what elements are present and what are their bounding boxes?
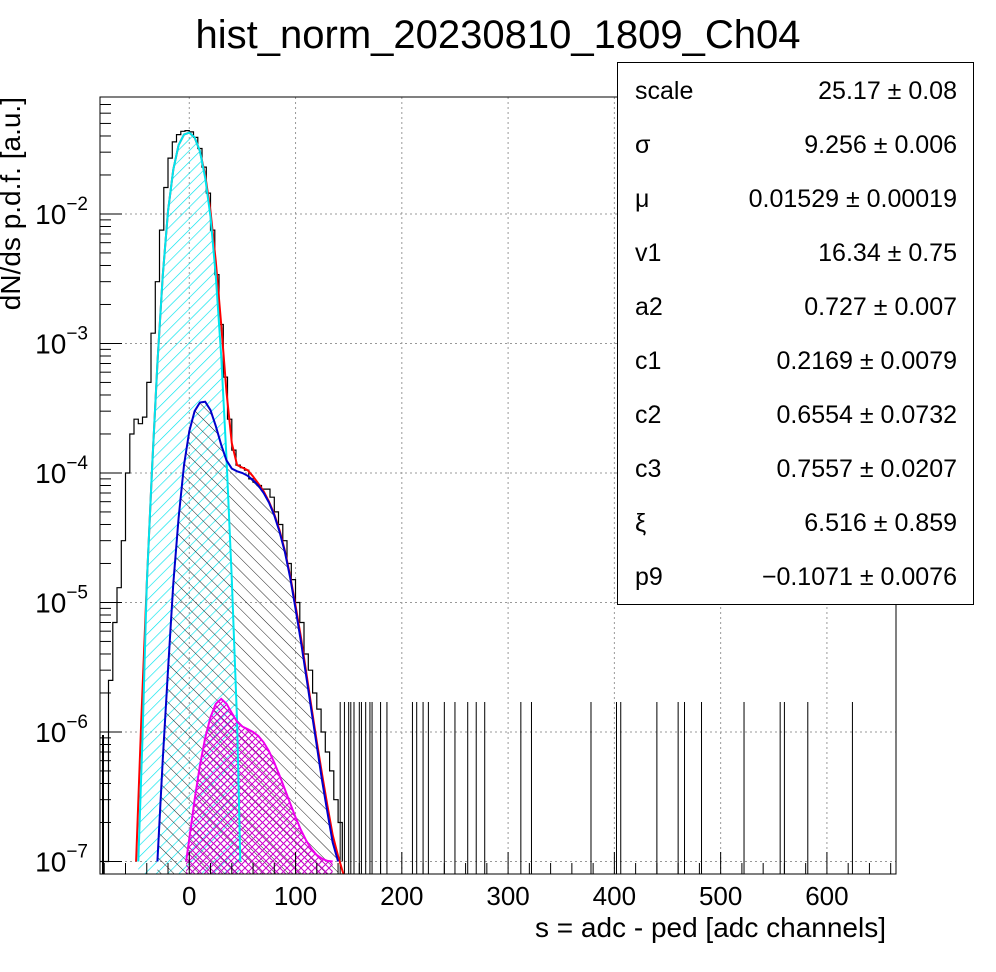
stats-param-value: 0.7557 ± 0.0207 <box>776 455 957 483</box>
stats-row-c3: c3 0.7557 ± 0.0207 <box>618 441 973 495</box>
x-tick-label: 0 <box>182 881 196 911</box>
histogram-line <box>100 130 343 863</box>
stats-row-a2: a2 0.727 ± 0.007 <box>618 279 973 333</box>
y-tick-label: 10−5 <box>35 582 88 618</box>
stats-param-name: scale <box>635 77 694 105</box>
stats-param-name: σ <box>635 131 651 159</box>
stats-row-scale: scale 25.17 ± 0.08 <box>618 63 973 117</box>
x-tick-label: 500 <box>699 881 742 911</box>
y-tick-label: 10−6 <box>35 712 88 748</box>
x-tick-label: 300 <box>486 881 529 911</box>
fit-curve-2 <box>137 131 242 862</box>
stats-row-c2: c2 0.6554 ± 0.0732 <box>618 387 973 441</box>
stats-row-p9: p9 −0.1071 ± 0.0076 <box>618 549 973 603</box>
stats-param-value: −0.1071 ± 0.0076 <box>761 563 957 591</box>
y-axis-label: dN/ds p.d.f. [a.u.] <box>0 97 26 310</box>
x-axis-label: s = adc - ped [adc channels] <box>535 912 886 943</box>
fit-component-fill <box>186 698 333 874</box>
stats-row-v1: v1 16.34 ± 0.75 <box>618 225 973 279</box>
stats-row-c1: c1 0.2169 ± 0.0079 <box>618 333 973 387</box>
stats-param-value: 0.727 ± 0.007 <box>804 293 957 321</box>
stats-row-sigma: σ 9.256 ± 0.006 <box>618 117 973 171</box>
y-axis: 10−7 10−6 10−5 10−4 10−3 10−2 <box>35 96 122 877</box>
stats-param-value: 16.34 ± 0.75 <box>818 239 957 267</box>
stats-param-name: a2 <box>635 293 663 321</box>
stats-row-mu: μ 0.01529 ± 0.00019 <box>618 171 973 225</box>
stats-param-name: p9 <box>635 563 663 591</box>
x-tick-label: 400 <box>593 881 636 911</box>
fit-stats-box: scale 25.17 ± 0.08 σ 9.256 ± 0.006 μ 0.0… <box>617 62 974 605</box>
stats-param-value: 25.17 ± 0.08 <box>818 77 957 105</box>
x-tick-label: 600 <box>805 881 848 911</box>
stats-param-name: c1 <box>635 347 662 375</box>
fit-curve-4 <box>185 697 333 863</box>
y-tick-label: 10−7 <box>35 841 88 877</box>
stats-param-value: 0.01529 ± 0.00019 <box>748 185 957 213</box>
stats-param-value: 0.6554 ± 0.0732 <box>776 401 957 429</box>
stats-param-name: v1 <box>635 239 662 267</box>
chart-title: hist_norm_20230810_1809_Ch04 <box>196 13 801 57</box>
stats-param-value: 9.256 ± 0.006 <box>804 131 957 159</box>
stats-param-value: 6.516 ± 0.859 <box>804 509 957 537</box>
stats-param-name: c3 <box>635 455 662 483</box>
y-tick-label: 10−4 <box>35 453 88 489</box>
stats-param-name: μ <box>635 185 650 213</box>
fit-curve-3 <box>156 400 340 862</box>
y-tick-label: 10−2 <box>35 194 88 230</box>
stats-param-name: c2 <box>635 401 662 429</box>
x-axis: 0 100 200 300 400 500 600 <box>103 852 892 911</box>
x-tick-label: 200 <box>380 881 423 911</box>
stats-param-value: 0.2169 ± 0.0079 <box>776 347 957 375</box>
fit-curves <box>135 131 345 874</box>
stats-row-xi: ξ 6.516 ± 0.859 <box>618 495 973 549</box>
histogram-layer <box>100 130 853 874</box>
y-tick-label: 10−3 <box>35 323 88 359</box>
stats-param-name: ξ <box>635 509 647 537</box>
x-tick-label: 100 <box>274 881 317 911</box>
